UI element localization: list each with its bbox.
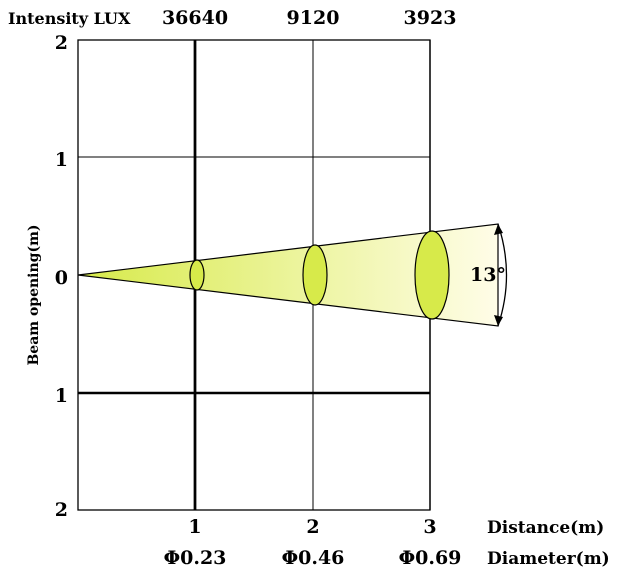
angle-arc xyxy=(497,223,508,327)
diameter-tick-2: Φ0.46 xyxy=(282,547,345,569)
y-tick-1-bottom: 1 xyxy=(55,385,68,407)
diameter-label: Diameter(m) xyxy=(487,549,610,569)
intensity-value-2: 9120 xyxy=(287,7,340,29)
y-axis-label: Beam opening(m) xyxy=(26,224,42,365)
intensity-label: Intensity LUX xyxy=(8,9,131,28)
beam-section-2 xyxy=(302,244,328,306)
beam-section-3 xyxy=(414,230,450,320)
angle-arrow-bottom xyxy=(494,315,503,326)
y-tick-0: 0 xyxy=(55,267,68,289)
beam-angle-label: 13° xyxy=(470,264,506,286)
y-tick-2-bottom: 2 xyxy=(55,499,68,521)
distance-label: Distance(m) xyxy=(487,518,604,538)
distance-tick-2: 2 xyxy=(306,516,319,538)
diameter-tick-1: Φ0.23 xyxy=(164,547,227,569)
beam-section-1 xyxy=(189,259,205,291)
intensity-value-3: 3923 xyxy=(404,7,457,29)
angle-arrow-top xyxy=(494,224,503,235)
distance-tick-1: 1 xyxy=(188,516,201,538)
distance-tick-3: 3 xyxy=(423,516,436,538)
diameter-tick-3: Φ0.69 xyxy=(399,547,462,569)
y-tick-1-top: 1 xyxy=(55,149,68,171)
y-tick-2-top: 2 xyxy=(55,32,68,54)
beam-cone xyxy=(77,223,499,327)
intensity-value-1: 36640 xyxy=(162,7,228,29)
